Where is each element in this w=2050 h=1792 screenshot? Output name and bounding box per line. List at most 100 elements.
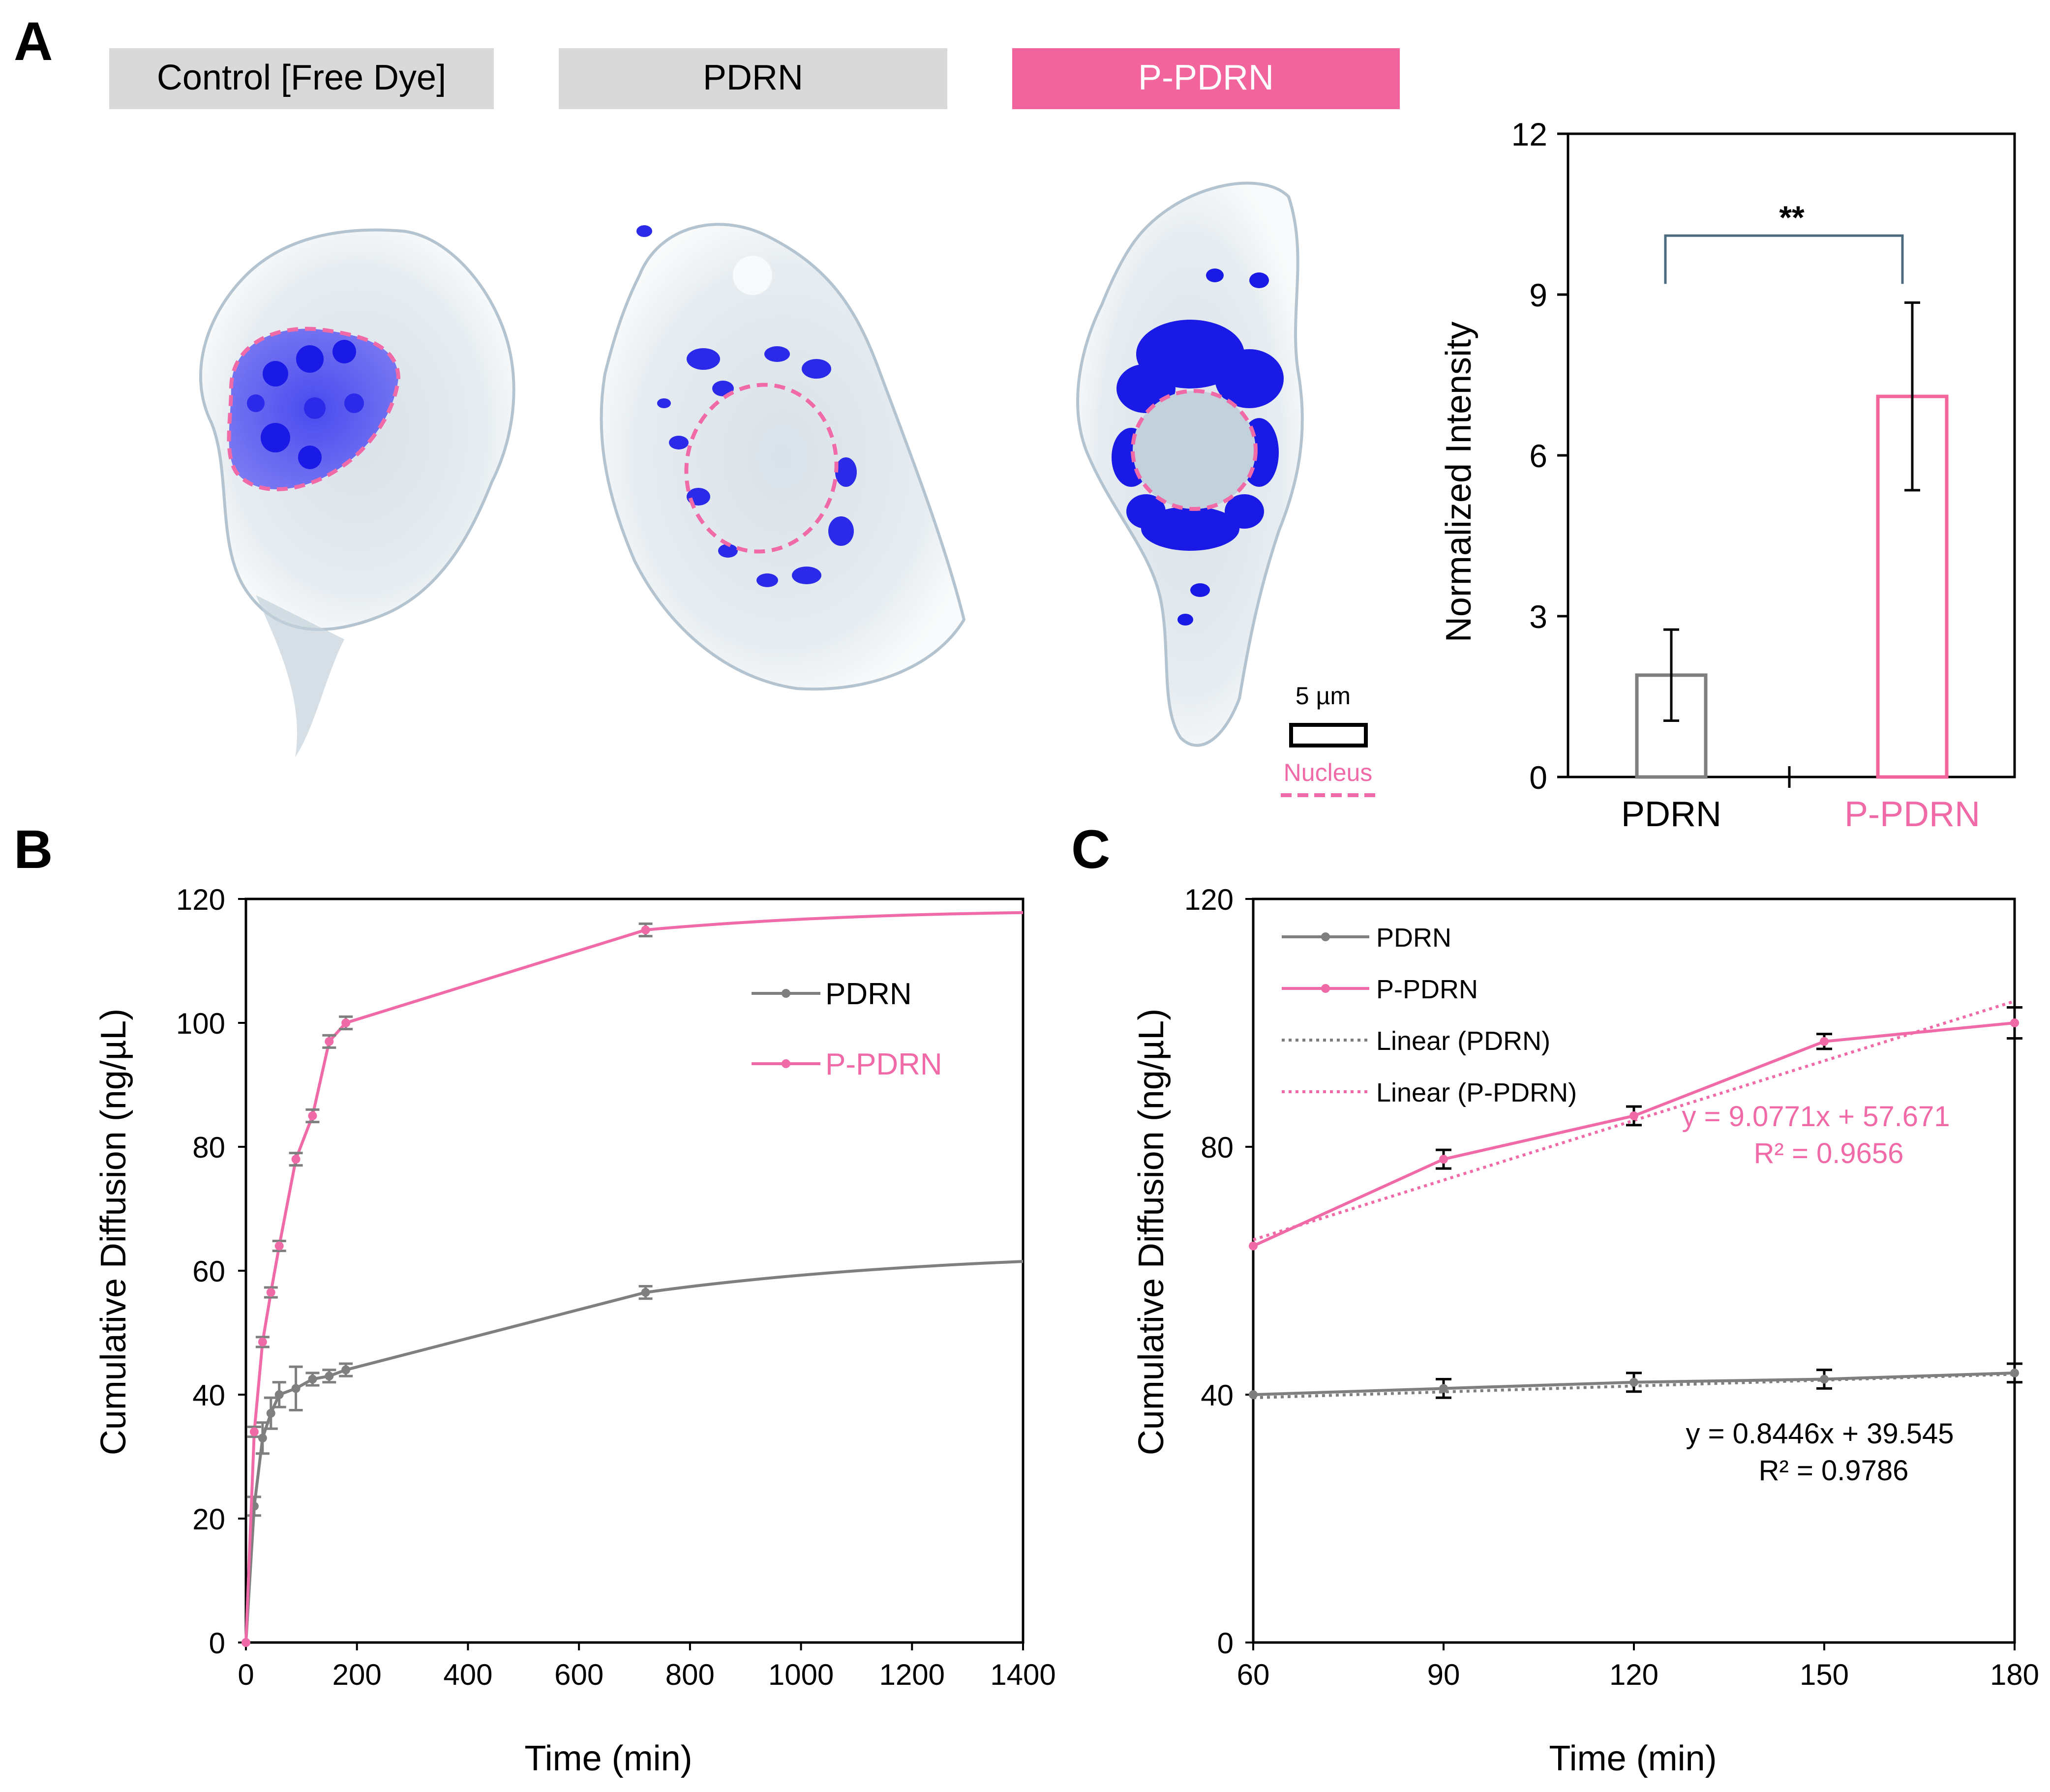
chart-b-ytick-label: 60 <box>192 1255 225 1288</box>
header-ppdrn-label: P-PDRN <box>1138 58 1274 97</box>
chart-b-point-pdrn <box>291 1384 301 1393</box>
chart-b-legend-label-ppdrn: P-PDRN <box>825 1047 942 1081</box>
nucleus-legend-label: Nucleus <box>1284 759 1373 786</box>
cell-image-control <box>199 228 515 757</box>
chart-b-legend-marker-ppdrn <box>782 1059 790 1068</box>
chart-b-point-ppdrn <box>641 926 650 934</box>
chart-b-line-ppdrn <box>244 911 1024 1643</box>
chart-b-point-ppdrn <box>266 1288 275 1297</box>
chart-c-legend-marker <box>1321 984 1330 993</box>
chart-b-point-pdrn <box>258 1434 267 1443</box>
header-control-box <box>109 48 494 109</box>
chart-c-xtick-label: 180 <box>1990 1658 2039 1691</box>
bar-chart-ytick-label: 3 <box>1529 598 1547 635</box>
chart-b-ytick-label: 100 <box>176 1007 225 1040</box>
chart-b-xtick-label: 1400 <box>990 1658 1055 1691</box>
header-ppdrn-box <box>1012 48 1400 109</box>
chart-b-ytick-label: 0 <box>209 1627 225 1660</box>
chart-c-legend-label: Linear (PDRN) <box>1376 1026 1550 1056</box>
chart-c-ytick-label: 120 <box>1184 883 1234 916</box>
chart-b-ytick-label: 40 <box>192 1379 225 1412</box>
pink-equation: y = 9.0771x + 57.671 <box>1682 1101 1950 1133</box>
gray-r2: R² = 0.9786 <box>1759 1455 1909 1487</box>
chart-b-point-pdrn <box>266 1408 275 1418</box>
chart-b-point-ppdrn <box>341 1018 351 1027</box>
chart-c-point-pdrn <box>1439 1384 1448 1393</box>
chart-b-point-ppdrn <box>291 1155 301 1164</box>
panel-label-c: C <box>1071 819 1110 880</box>
chart-b-legend-label-pdrn: PDRN <box>825 977 912 1011</box>
chart-c-xtick-label: 90 <box>1427 1658 1460 1691</box>
bar-chart-category-label: P-PDRN <box>1844 795 1980 834</box>
bar-chart-ytick-label: 12 <box>1511 116 1547 152</box>
chart-b-xtick-label: 200 <box>332 1658 382 1691</box>
header-pdrn-box <box>559 48 947 109</box>
chart-c-point-ppdrn <box>1249 1241 1258 1251</box>
chart-b-legend-marker-pdrn <box>782 989 790 998</box>
chart-b-ytick-label: 120 <box>176 883 225 916</box>
bar-chart: Normalized Intensity 0 3 6 9 12 PDRN P-PDRN ** <box>1439 116 2016 834</box>
chart-c-point-pdrn <box>1629 1377 1638 1387</box>
chart-c-ytick-label: 40 <box>1201 1379 1234 1412</box>
bar-chart-ytick-label: 6 <box>1529 438 1547 474</box>
chart-c-xtick-label: 120 <box>1609 1658 1658 1691</box>
chart-b-ylabel: Cumulative Diffusion (ng/µL) <box>94 1009 133 1456</box>
chart-b-xtick-label: 600 <box>554 1658 603 1691</box>
chart-b-point-ppdrn <box>274 1241 284 1251</box>
chart-b: Time (min) Cumulative Diffusion (ng/µL) … <box>94 883 1056 1778</box>
chart-b-point-pdrn <box>641 1288 650 1297</box>
chart-c-point-pdrn <box>2010 1368 2019 1377</box>
significance-bracket <box>1664 234 1904 284</box>
bar-chart-ylabel: Normalized Intensity <box>1439 322 1478 642</box>
chart-c-xlabel: Time (min) <box>1549 1739 1717 1778</box>
chart-b-point-pdrn <box>308 1374 317 1384</box>
gray-equation: y = 0.8446x + 39.545 <box>1686 1418 1954 1450</box>
chart-c-xtick-label: 150 <box>1800 1658 1849 1691</box>
chart-b-xtick-label: 400 <box>443 1658 492 1691</box>
cell-image-pdrn <box>600 223 966 691</box>
chart-c-trendline-ppdrn <box>1253 1000 2015 1241</box>
chart-c-xtick-label: 60 <box>1237 1658 1270 1691</box>
chart-c-legend-label: PDRN <box>1376 923 1451 953</box>
chart-c-legend-label: Linear (P-PDRN) <box>1376 1078 1577 1107</box>
chart-b-point-ppdrn <box>249 1427 259 1436</box>
chart-c-point-pdrn <box>1249 1390 1258 1399</box>
chart-b-xtick-label: 800 <box>665 1658 715 1691</box>
bar-chart-ytick-label: 9 <box>1529 277 1547 313</box>
panel-label-a: A <box>14 11 53 72</box>
chart-c-legend-marker <box>1321 932 1330 941</box>
chart-c-frame <box>1252 897 2016 1644</box>
chart-c-point-pdrn <box>1820 1374 1829 1384</box>
scale-bar <box>1289 723 1368 747</box>
scale-bar-label: 5 µm <box>1296 682 1351 710</box>
chart-b-point-ppdrn <box>308 1111 317 1120</box>
panel-label-b: B <box>14 819 53 880</box>
chart-c: Time (min) Cumulative Diffusion (ng/µL) … <box>1132 883 2039 1778</box>
pink-r2: R² = 0.9656 <box>1754 1137 1904 1169</box>
chart-b-point-pdrn <box>325 1372 334 1381</box>
header-control-label: Control [Free Dye] <box>157 58 446 97</box>
chart-c-ytick-label: 0 <box>1217 1627 1234 1660</box>
chart-b-point-ppdrn <box>241 1638 250 1647</box>
chart-b-ytick-label: 80 <box>192 1131 225 1164</box>
chart-b-ytick-label: 20 <box>192 1503 225 1536</box>
chart-b-point-ppdrn <box>258 1337 267 1346</box>
chart-c-ylabel: Cumulative Diffusion (ng/µL) <box>1132 1009 1171 1456</box>
chart-b-line-pdrn <box>244 1260 1024 1643</box>
chart-b-point-pdrn <box>274 1390 284 1399</box>
chart-c-point-ppdrn <box>1439 1155 1448 1164</box>
chart-c-point-ppdrn <box>1820 1037 1829 1046</box>
bar-chart-ytick-label: 0 <box>1529 759 1547 796</box>
chart-b-point-ppdrn <box>325 1037 334 1046</box>
chart-b-point-pdrn <box>341 1365 351 1374</box>
significance-marker: ** <box>1779 199 1805 236</box>
bar-chart-category-label: PDRN <box>1621 795 1721 834</box>
chart-b-xtick-label: 1000 <box>768 1658 834 1691</box>
chart-c-legend-label: P-PDRN <box>1376 975 1478 1004</box>
chart-c-line-ppdrn <box>1252 1021 2015 1248</box>
header-pdrn-label: PDRN <box>703 58 803 97</box>
cell-image-ppdrn <box>1076 181 1304 747</box>
chart-c-point-ppdrn <box>1629 1111 1638 1120</box>
chart-b-xtick-label: 1200 <box>879 1658 945 1691</box>
